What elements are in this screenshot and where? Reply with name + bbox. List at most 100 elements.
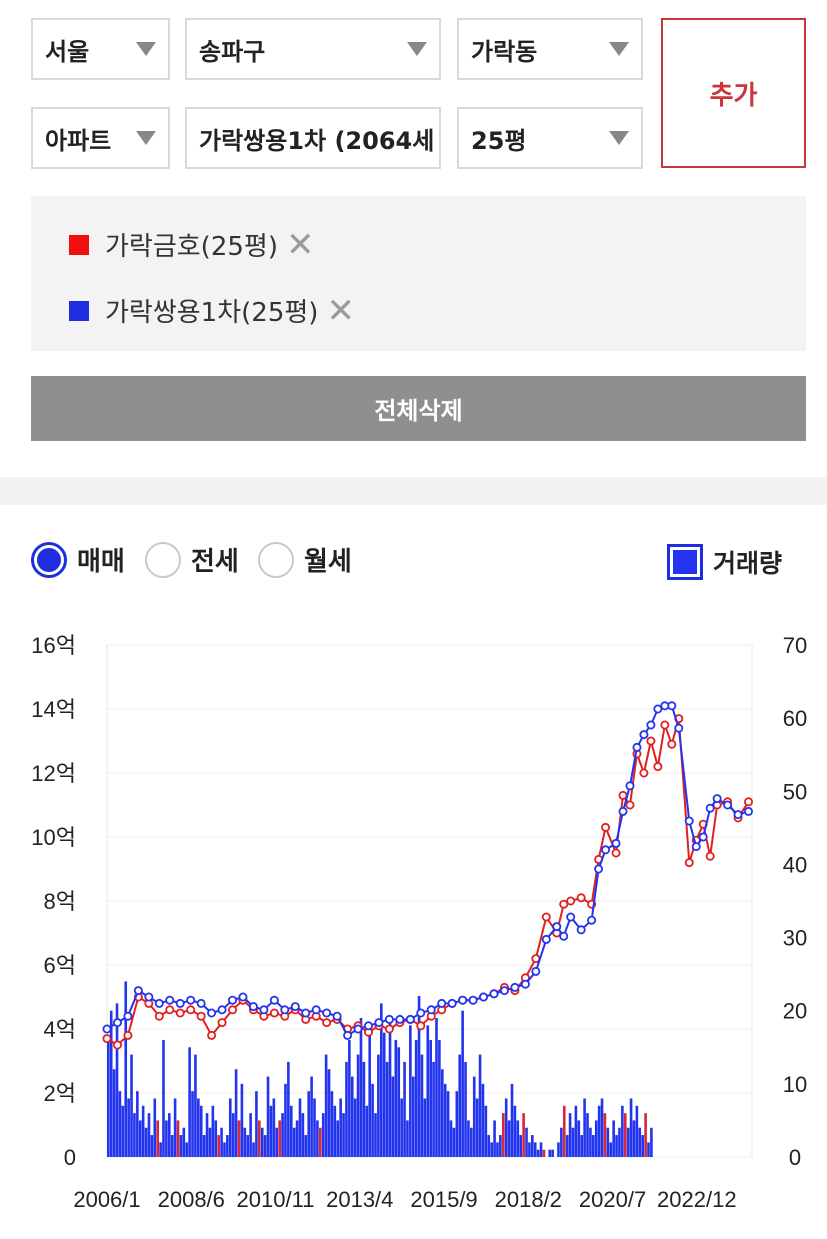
volume-bar: [612, 1120, 615, 1157]
volume-bar: [435, 1018, 438, 1157]
data-point: [123, 1011, 133, 1021]
data-point: [611, 838, 621, 848]
data-point: [489, 989, 499, 999]
volume-bar: [464, 1061, 467, 1157]
radio-jeonse[interactable]: 전세: [145, 541, 239, 578]
data-point: [175, 1008, 185, 1018]
chevron-down-icon: [609, 42, 629, 56]
volume-bar: [539, 1142, 543, 1157]
remove-icon[interactable]: ✕: [285, 224, 315, 265]
data-point: [458, 995, 468, 1005]
volume-bar: [580, 1135, 584, 1157]
volume-bar: [211, 1105, 215, 1157]
volume-bar: [234, 1069, 238, 1157]
volume-bar: [159, 1142, 162, 1157]
volume-bar: [394, 1039, 398, 1157]
radio-monthly[interactable]: 월세: [258, 541, 352, 578]
data-point: [102, 1034, 112, 1044]
x-tick-label: 2020/7: [579, 1187, 646, 1212]
volume-bar: [179, 1135, 183, 1157]
volume-bar: [449, 1120, 453, 1157]
data-point: [154, 998, 164, 1008]
data-point: [112, 1018, 122, 1028]
data-point: [332, 1011, 342, 1021]
volume-bar: [432, 1061, 435, 1157]
data-point: [144, 992, 154, 1002]
district-select[interactable]: 송파구: [185, 18, 441, 80]
volume-bar: [220, 1127, 223, 1157]
data-point: [374, 1018, 384, 1028]
volume-bar: [592, 1135, 595, 1157]
data-point: [499, 986, 509, 996]
volume-bar: [167, 1113, 171, 1157]
data-point: [618, 806, 628, 816]
y-left-tick-label: 14억: [31, 697, 76, 722]
data-point: [712, 794, 722, 804]
type-select[interactable]: 아파트: [31, 107, 170, 169]
y-left-tick-label: 4억: [44, 1017, 76, 1042]
volume-bar: [490, 1142, 493, 1157]
radio-sale[interactable]: 매매: [31, 541, 125, 578]
volume-bar: [650, 1127, 653, 1157]
delete-all-button[interactable]: 전체삭제: [31, 376, 806, 441]
complex-select[interactable]: 가락쌍용1차 (2064세: [185, 107, 441, 169]
series-line: [106, 704, 749, 1037]
volume-bar: [470, 1127, 473, 1157]
volume-bar: [455, 1091, 459, 1157]
dong-select[interactable]: 가락동: [457, 18, 643, 80]
volume-bar: [278, 1120, 281, 1157]
volume-bar: [577, 1120, 581, 1157]
volume-toggle[interactable]: 거래량: [667, 544, 782, 580]
data-point: [102, 1024, 112, 1034]
volume-bar: [496, 1142, 499, 1157]
volume-bar: [446, 1091, 450, 1157]
data-point: [576, 893, 586, 903]
volume-bar: [481, 1083, 485, 1157]
volume-bar: [281, 1113, 284, 1157]
volume-bar: [240, 1083, 244, 1157]
data-point: [175, 998, 185, 1008]
volume-bar: [333, 1105, 337, 1157]
radio-checked-icon: [31, 541, 67, 578]
data-point: [196, 998, 206, 1008]
data-point: [416, 1021, 426, 1031]
volume-bar: [138, 1120, 142, 1157]
volume-bar: [618, 1127, 621, 1157]
data-point: [437, 998, 447, 1008]
volume-bar: [258, 1120, 261, 1157]
volume-bar: [359, 1018, 363, 1157]
radio-unchecked-icon: [145, 541, 181, 578]
data-point: [154, 1011, 164, 1021]
volume-bar: [499, 1135, 502, 1157]
volume-bar: [156, 1120, 159, 1157]
volume-bar: [597, 1105, 601, 1157]
volume-bar: [487, 1135, 491, 1157]
add-button[interactable]: 추가: [661, 18, 806, 168]
volume-bar: [458, 1054, 462, 1157]
data-point: [123, 1030, 133, 1040]
volume-bar: [429, 1039, 432, 1157]
data-point: [653, 704, 663, 714]
data-point: [248, 1002, 258, 1012]
volume-bar: [560, 1127, 563, 1157]
city-select[interactable]: 서울: [31, 18, 170, 80]
remove-icon[interactable]: ✕: [326, 290, 355, 331]
data-point: [705, 803, 715, 813]
data-point: [280, 1005, 290, 1015]
volume-bar: [629, 1098, 633, 1157]
section-divider: [0, 477, 827, 505]
volume-bar: [371, 1083, 374, 1157]
volume-bar: [266, 1076, 270, 1157]
data-point: [217, 1018, 227, 1028]
volume-bar: [310, 1076, 313, 1157]
chevron-down-icon: [136, 42, 156, 56]
volume-bar: [191, 1091, 194, 1157]
data-point: [186, 1005, 196, 1015]
volume-bar: [153, 1098, 157, 1157]
selected-item: 가락금호(25평) ✕: [69, 226, 314, 263]
x-tick-label: 2006/1: [73, 1187, 140, 1212]
volume-bar: [287, 1061, 290, 1157]
data-point: [416, 1008, 426, 1018]
data-point: [322, 1008, 332, 1018]
size-select[interactable]: 25평: [457, 107, 643, 169]
